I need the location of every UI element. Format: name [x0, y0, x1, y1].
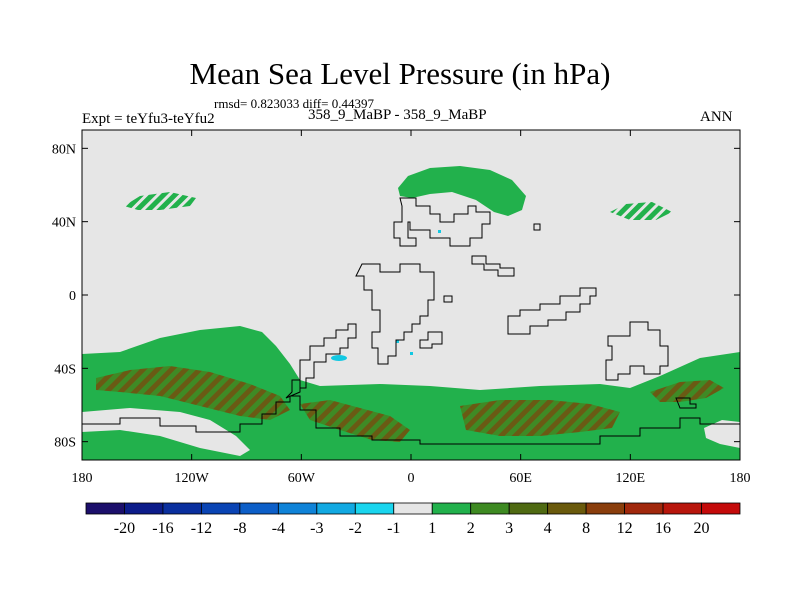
colorbar-swatch — [431, 502, 472, 515]
y-tick-label: 80S — [54, 436, 76, 451]
south-pacific-east-core — [650, 380, 724, 402]
run-subtitle: 358_9_MaBP - 358_9_MaBP — [308, 107, 487, 123]
colorbar-swatch — [393, 502, 433, 515]
experiment-label: Expt = teYfu3-teYfu2 — [82, 111, 215, 127]
colorbar-level-label: 3 — [505, 520, 513, 537]
colorbar-level-label: -1 — [387, 520, 400, 537]
y-tick-label: 0 — [69, 289, 76, 304]
colorbar-swatch — [701, 502, 741, 515]
colorbar-level-label: 1 — [428, 520, 436, 537]
colorbar: -20 -16 -12 -8 -4 -3 -2 -1 1 2 3 4 8 12 16 20 — [85, 502, 741, 537]
outline-antarctica — [82, 395, 740, 445]
x-tick-label: 180 — [730, 471, 751, 486]
x-tick-label: 0 — [408, 471, 415, 486]
outline-south-america — [299, 323, 357, 389]
colorbar-swatch — [662, 502, 702, 515]
y-axis: 80N 40N 0 40S 80S — [52, 142, 740, 451]
x-tick-label: 120E — [616, 471, 646, 486]
negative-patch-a — [331, 355, 347, 361]
colorbar-level-label: -8 — [233, 520, 246, 537]
outline-australia — [605, 321, 669, 381]
colorbar-level-label: 12 — [617, 520, 633, 537]
x-tick-label: 60W — [288, 471, 316, 486]
y-tick-label: 40S — [54, 362, 76, 377]
continent-outlines — [82, 197, 740, 445]
colorbar-swatch — [470, 502, 510, 515]
colorbar-level-label: 20 — [694, 520, 710, 537]
outline-madagascar — [419, 331, 443, 349]
colorbar-swatch — [162, 502, 202, 515]
x-tick-label: 180 — [72, 471, 93, 486]
grey-tongue-sw — [82, 408, 250, 456]
colorbar-level-label: -12 — [191, 520, 212, 537]
colorbar-swatch — [85, 502, 125, 515]
south-pacific-core — [96, 366, 290, 420]
south-indian-core — [460, 400, 620, 436]
outline-india-asia — [507, 287, 597, 335]
colorbar-level-label: 2 — [467, 520, 475, 537]
colorbar-swatch — [239, 502, 279, 515]
x-tick-label: 60E — [509, 471, 532, 486]
outline-nz — [675, 397, 697, 409]
outline-arabia — [471, 255, 515, 277]
negative-patch-c — [396, 340, 399, 343]
rmsd-diff-stats: rmsd= 0.823033 diff= 0.44397 — [214, 96, 374, 111]
colorbar-swatch — [277, 502, 318, 515]
colorbar-swatch — [201, 502, 241, 515]
colorbar-level-label: 8 — [582, 520, 590, 537]
north-pacific-patch-east — [610, 202, 672, 220]
south-atlantic-core — [300, 400, 410, 442]
colorbar-level-label: -3 — [310, 520, 323, 537]
outline-caribbean-1 — [443, 295, 453, 303]
colorbar-level-label: -2 — [349, 520, 362, 537]
colorbar-level-label: -4 — [272, 520, 285, 537]
colorbar-swatch — [585, 502, 625, 515]
colorbar-level-label: 16 — [655, 520, 671, 537]
y-tick-label: 80N — [52, 142, 76, 157]
outline-north-africa-europe — [393, 197, 491, 247]
north-pacific-patch-west — [124, 192, 196, 210]
colorbar-swatch — [624, 502, 664, 515]
colorbar-swatch — [124, 502, 164, 515]
y-tick-label: 40N — [52, 216, 76, 231]
outline-antarctic-peninsula — [285, 379, 301, 399]
grey-patch-se — [704, 420, 740, 448]
colorbar-level-label: 4 — [544, 520, 552, 537]
colorbar-swatch — [316, 502, 356, 515]
x-tick-label: 120W — [175, 471, 210, 486]
north-atlantic-high — [398, 166, 526, 216]
outline-caribbean-2 — [533, 223, 541, 231]
negative-patch-b — [410, 352, 413, 355]
outline-africa — [355, 263, 435, 365]
colorbar-swatch — [508, 502, 549, 515]
x-axis: 180 120W 60W 0 60E 120E 180 — [72, 130, 751, 486]
colorbar-swatch — [354, 502, 395, 515]
colorbar-level-label: -16 — [152, 520, 173, 537]
season-label: ANN — [700, 109, 733, 125]
map-title: Mean Sea Level Pressure (in hPa) — [189, 56, 611, 91]
colorbar-level-label: -20 — [114, 520, 135, 537]
negative-patch-d — [438, 230, 441, 233]
colorbar-swatch — [547, 502, 587, 515]
pressure-field — [82, 166, 740, 460]
